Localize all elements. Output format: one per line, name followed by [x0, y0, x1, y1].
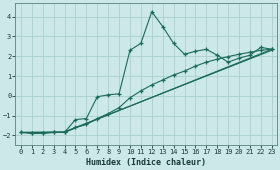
- X-axis label: Humidex (Indice chaleur): Humidex (Indice chaleur): [86, 158, 206, 167]
